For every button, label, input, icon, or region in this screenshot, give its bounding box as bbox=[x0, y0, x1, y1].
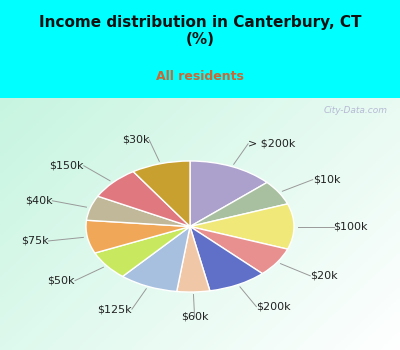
Text: $75k: $75k bbox=[21, 236, 48, 246]
Wedge shape bbox=[86, 220, 190, 253]
Wedge shape bbox=[133, 161, 190, 226]
Text: City-Data.com: City-Data.com bbox=[324, 106, 388, 114]
Text: Income distribution in Canterbury, CT
(%): Income distribution in Canterbury, CT (%… bbox=[39, 15, 361, 47]
Text: All residents: All residents bbox=[156, 70, 244, 83]
Wedge shape bbox=[95, 226, 190, 276]
Wedge shape bbox=[122, 226, 190, 292]
Wedge shape bbox=[190, 226, 288, 274]
Text: $60k: $60k bbox=[181, 312, 208, 322]
Text: $10k: $10k bbox=[313, 175, 340, 185]
Text: $150k: $150k bbox=[49, 161, 84, 171]
Text: $20k: $20k bbox=[310, 271, 338, 281]
Text: $200k: $200k bbox=[256, 302, 291, 312]
Text: $50k: $50k bbox=[48, 275, 75, 286]
Wedge shape bbox=[190, 161, 267, 226]
Text: $100k: $100k bbox=[334, 222, 368, 231]
Wedge shape bbox=[190, 226, 262, 291]
Wedge shape bbox=[190, 182, 288, 226]
Text: > $200k: > $200k bbox=[248, 139, 296, 149]
Wedge shape bbox=[177, 226, 210, 292]
Wedge shape bbox=[98, 172, 190, 226]
Wedge shape bbox=[86, 196, 190, 226]
Text: $40k: $40k bbox=[25, 196, 52, 206]
Text: $30k: $30k bbox=[122, 135, 149, 145]
Wedge shape bbox=[190, 204, 294, 249]
Text: $125k: $125k bbox=[97, 304, 132, 314]
